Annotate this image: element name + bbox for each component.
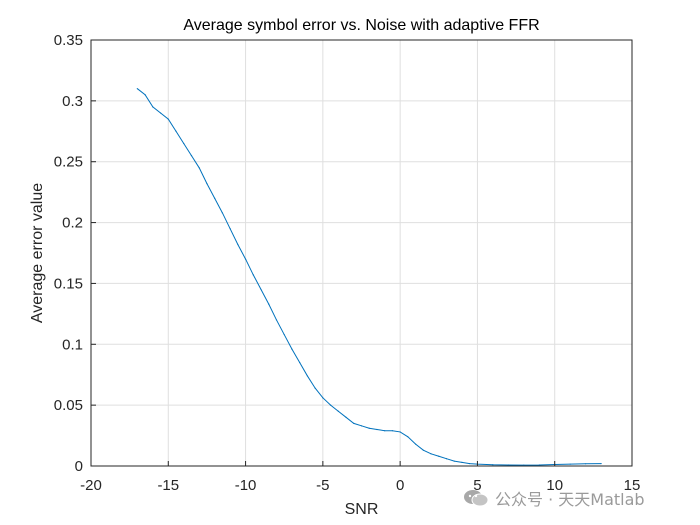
data-point [221,212,223,214]
data-point [469,462,471,465]
data-point [175,130,177,132]
data-point [314,387,316,389]
x-tick-label: 10 [546,477,563,494]
x-tick-label: -5 [316,477,329,494]
data-point [415,443,417,445]
data-point [329,404,332,406]
y-tick-label: 0.15 [54,275,83,292]
data-point [353,422,355,424]
data-point [422,449,424,451]
x-tick-label: 15 [624,477,641,494]
data-point [237,243,239,246]
watermark-text: 公众号 · 天天Matlab [495,490,645,509]
grid [90,39,633,467]
y-tick-label: 0.1 [62,336,83,353]
data-point [275,319,278,321]
plot-area [91,40,632,466]
x-tick-label: -10 [235,477,257,494]
data-point [283,333,285,336]
data-point [523,464,525,466]
data-point [360,425,363,427]
data-point [214,197,216,199]
data-point [376,428,378,431]
data-point [407,436,409,438]
data-point [291,348,293,350]
data-point [569,463,571,465]
data-point [322,397,324,399]
data-point [260,288,262,291]
data-point [206,183,208,185]
data-point [600,462,602,465]
data-point [368,427,370,429]
wechat-icon [464,490,489,507]
y-tick-label: 0.3 [62,93,83,110]
data-point [345,416,347,418]
data-point [167,118,169,120]
data-point [229,228,231,230]
data-point [159,112,162,114]
series-group [136,88,602,466]
x-tick-label: 0 [396,477,404,494]
data-point [299,361,301,364]
data-point [306,375,308,377]
data-point [144,94,146,96]
y-tick-label: 0.2 [62,215,83,232]
data-point [183,142,185,145]
data-point [430,453,432,455]
data-point [445,458,448,460]
x-axis-label: SNR [345,501,379,518]
y-tick-label: 0 [75,458,83,475]
x-tick-label: -20 [80,477,102,494]
y-tick-label: 0.05 [54,397,83,414]
data-point [585,463,587,465]
x-tick-label: 5 [473,477,481,494]
data-point [384,430,386,432]
data-point [399,431,401,433]
data-point [268,303,270,305]
data-point [453,460,455,462]
data-point [538,464,540,466]
axes-box [90,39,633,467]
data-point [391,430,394,432]
chart-title: Average symbol error vs. Noise with adap… [183,17,539,34]
ticks-group: -20 -15 -10 -5 0 5 10 15 0 0.05 0.1 0.15 0.2 0.25 0.3 0… [54,32,641,494]
y-axis-label: Average error value [29,183,46,323]
data-point [152,106,154,108]
data-point [190,155,193,157]
y-tick-label: 0.35 [54,32,83,49]
data-point [461,461,463,463]
data-point [492,464,494,466]
watermark: 公众号 · 天天Matlab [463,486,693,510]
data-point [438,455,440,457]
data-point [252,274,254,276]
data-point [198,167,200,169]
data-point [136,88,138,90]
data-point [244,258,247,260]
y-tick-label: 0.25 [54,154,83,171]
data-point [507,464,509,466]
x-tick-label: -15 [157,477,179,494]
data-point [337,410,339,412]
